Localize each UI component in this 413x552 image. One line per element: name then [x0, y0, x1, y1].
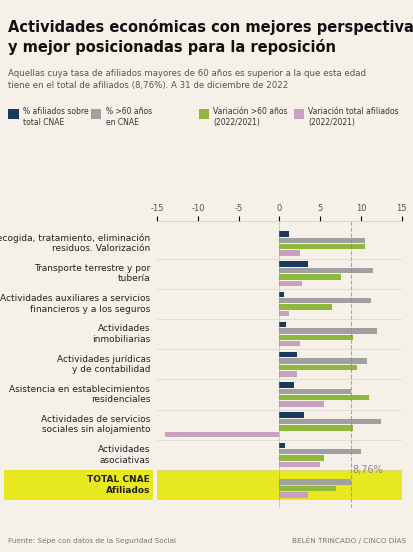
Text: Variación >60 años
(2022/2021): Variación >60 años (2022/2021): [213, 107, 287, 126]
Bar: [279, 341, 299, 347]
Bar: [279, 455, 323, 461]
Text: Fuente: Sepe con datos de la Seguridad Social: Fuente: Sepe con datos de la Seguridad S…: [8, 538, 176, 544]
Bar: [279, 425, 352, 431]
Text: Actividades
asociativas: Actividades asociativas: [97, 445, 150, 465]
Bar: [279, 261, 307, 267]
Bar: [279, 401, 323, 407]
Bar: [279, 298, 370, 304]
Bar: [279, 419, 380, 424]
Text: Variación total afiliados
(2022/2021): Variación total afiliados (2022/2021): [308, 107, 398, 126]
Text: Actividades de servicios
sociales sin alojamiento: Actividades de servicios sociales sin al…: [41, 415, 150, 434]
Bar: [279, 268, 372, 273]
Bar: [279, 291, 283, 297]
Bar: [279, 311, 289, 316]
Bar: [279, 304, 332, 310]
Text: Actividades económicas con mejores perspectivas
y mejor posicionadas para la rep: Actividades económicas con mejores persp…: [8, 19, 413, 55]
Text: 8,76%: 8,76%: [351, 465, 382, 475]
Bar: [279, 443, 285, 448]
Bar: [279, 449, 360, 454]
Bar: [279, 412, 303, 418]
Bar: [279, 244, 364, 250]
Bar: [279, 274, 339, 280]
Bar: [279, 251, 299, 256]
FancyBboxPatch shape: [4, 470, 153, 500]
Bar: [279, 486, 336, 491]
Bar: [279, 492, 307, 497]
Bar: [279, 462, 319, 468]
Text: Actividades jurídicas
y de contabilidad: Actividades jurídicas y de contabilidad: [57, 354, 150, 374]
Bar: [279, 328, 376, 333]
Text: BELÉN TRINCADO / CINCO DÍAS: BELÉN TRINCADO / CINCO DÍAS: [291, 536, 405, 544]
Bar: [279, 371, 297, 376]
Text: % afiliados sobre
total CNAE: % afiliados sobre total CNAE: [23, 107, 88, 126]
FancyBboxPatch shape: [157, 470, 401, 500]
Text: Aquellas cuya tasa de afiliados mayores de 60 años es superior a la que esta eda: Aquellas cuya tasa de afiliados mayores …: [8, 69, 366, 90]
Bar: [279, 280, 301, 286]
Bar: [279, 231, 289, 236]
Bar: [279, 335, 352, 340]
Bar: [279, 365, 356, 370]
Bar: [279, 352, 297, 357]
Bar: [279, 395, 368, 401]
Bar: [279, 382, 293, 388]
Text: % >60 años
en CNAE: % >60 años en CNAE: [105, 107, 151, 126]
Bar: [279, 322, 285, 327]
Text: Actividades auxiliares a servicios
financieros y a los seguros: Actividades auxiliares a servicios finan…: [0, 294, 150, 314]
Bar: [279, 358, 366, 364]
Text: Transporte terrestre y por
tubería: Transporte terrestre y por tubería: [34, 264, 150, 283]
Bar: [279, 237, 364, 243]
Text: Actividades
inmobiliarias: Actividades inmobiliarias: [92, 325, 150, 344]
Text: Recogida, tratamiento, eliminación
residuos. Valorización: Recogida, tratamiento, eliminación resid…: [0, 233, 150, 253]
Text: Asistencia en establecimientos
residenciales: Asistencia en establecimientos residenci…: [9, 385, 150, 404]
Bar: [165, 432, 279, 437]
Text: TOTAL CNAE
Afiliados: TOTAL CNAE Afiliados: [87, 475, 150, 495]
Bar: [279, 479, 350, 485]
Bar: [279, 389, 350, 394]
